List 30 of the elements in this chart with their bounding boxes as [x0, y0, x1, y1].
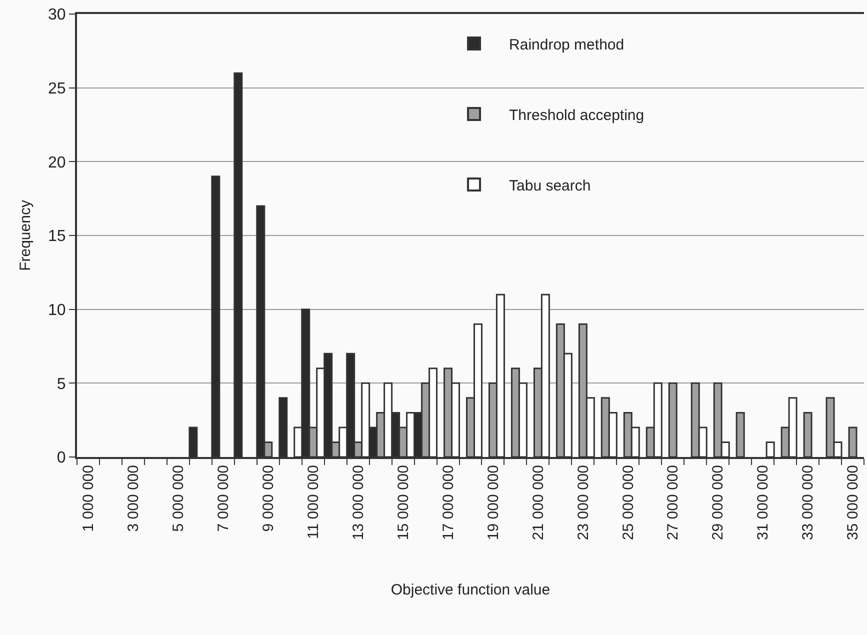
- x-tick-label: 21 000 000: [530, 465, 547, 540]
- x-tick-label: 1 000 000: [80, 465, 98, 532]
- y-tick-label: 25: [48, 80, 66, 98]
- x-tick-label: 19 000 000: [484, 465, 502, 540]
- x-tick-label: 33 000 000: [800, 465, 817, 540]
- y-tick-label: 20: [48, 154, 66, 172]
- x-tick-label: 17 000 000: [440, 465, 457, 540]
- x-tick-label: 5 000 000: [170, 465, 188, 532]
- y-tick-label: 5: [56, 376, 66, 393]
- x-axis-title: Objective function value: [390, 582, 550, 599]
- y-tick-label: 0: [56, 450, 66, 467]
- x-tick-label: 11 000 000: [304, 465, 322, 539]
- x-tick-label: 27 000 000: [664, 465, 682, 540]
- legend-label: Raindrop method: [509, 36, 624, 54]
- x-tick-label: 23 000 000: [574, 465, 592, 540]
- x-tick-label: 25 000 000: [620, 465, 637, 540]
- x-tick-label: 29 000 000: [710, 465, 727, 540]
- x-tick-label: 7 000 000: [215, 465, 232, 532]
- x-tick-label: 15 000 000: [394, 465, 412, 540]
- y-tick-label: 10: [48, 302, 66, 319]
- x-tick-label: 13 000 000: [350, 465, 367, 540]
- legend-label: Threshold accepting: [509, 106, 644, 124]
- legend-label: Tabu search: [509, 177, 591, 194]
- y-axis-title: Frequency: [16, 200, 34, 271]
- x-tick-label: 9 000 000: [260, 465, 278, 532]
- x-tick-label: 35 000 000: [844, 465, 862, 540]
- y-tick-label: 15: [48, 228, 66, 246]
- y-tick-label: 30: [48, 6, 66, 24]
- x-tick-label: 31 000 000: [754, 465, 772, 540]
- x-tick-label: 3 000 000: [125, 465, 142, 532]
